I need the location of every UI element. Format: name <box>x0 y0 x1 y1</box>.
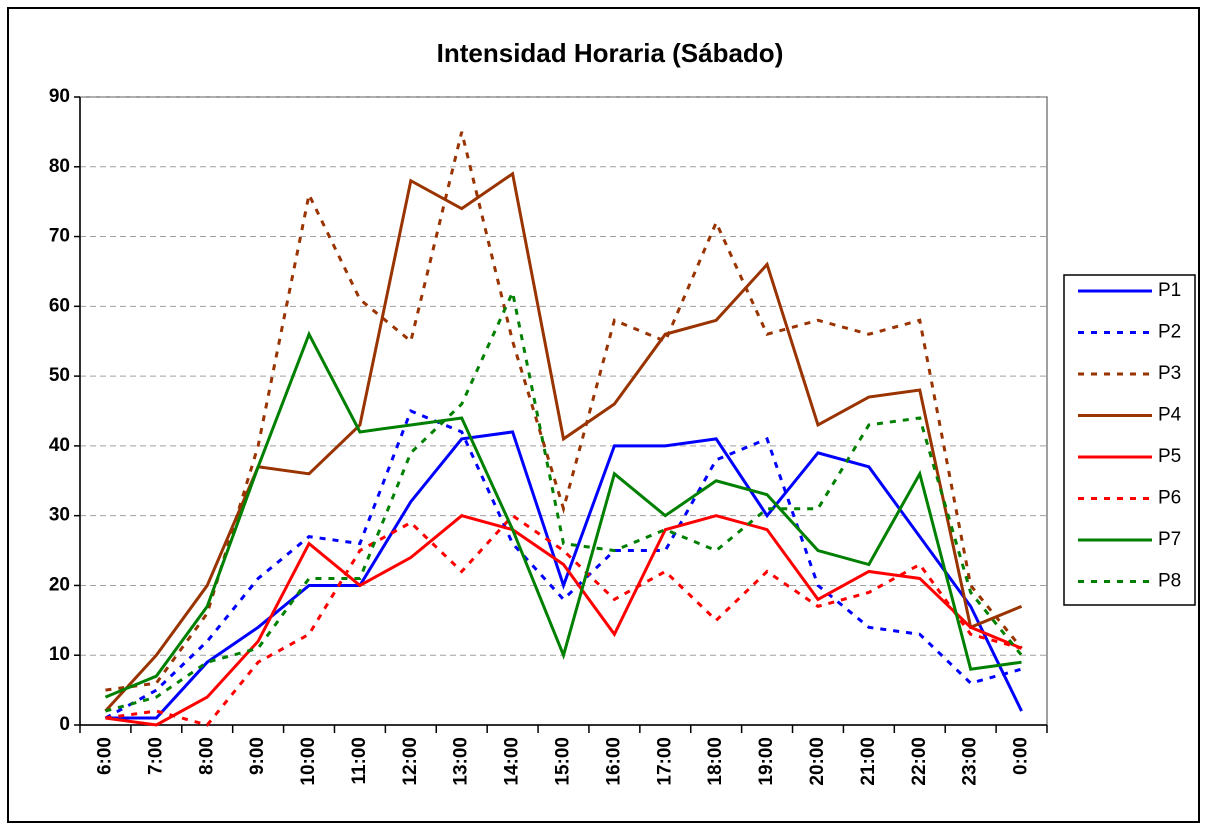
x-tick-label: 20:00 <box>807 737 828 786</box>
legend-label: P5 <box>1158 446 1181 467</box>
x-tick-label: 8:00 <box>196 737 217 775</box>
series-line <box>105 514 1023 727</box>
plot-area <box>79 96 1048 726</box>
legend-label: P2 <box>1158 322 1181 343</box>
x-tick-label: 18:00 <box>705 737 726 786</box>
series-line <box>104 409 1022 720</box>
x-tick-label: 17:00 <box>654 737 675 786</box>
x-tick-label: 12:00 <box>400 737 421 786</box>
legend-box <box>1063 274 1196 606</box>
x-tick-label: 6:00 <box>94 737 115 775</box>
y-tick-label: 60 <box>49 295 70 316</box>
x-tick-label: 15:00 <box>553 737 574 786</box>
x-tick-label: 21:00 <box>858 737 879 786</box>
x-tick-label: 14:00 <box>502 737 523 786</box>
y-tick-label: 10 <box>49 644 70 665</box>
chart-title: Intensidad Horaria (Sábado) <box>437 38 784 68</box>
legend-label: P6 <box>1158 488 1181 509</box>
y-tick-label: 80 <box>49 156 70 177</box>
legend-label: P8 <box>1158 571 1181 592</box>
x-tick-label: 16:00 <box>603 737 624 786</box>
legend-label: P1 <box>1158 280 1181 301</box>
x-tick-label: 23:00 <box>960 737 981 786</box>
x-tick-label: 10:00 <box>298 737 319 786</box>
y-tick-label: 30 <box>49 505 70 526</box>
legend-label: P4 <box>1158 405 1182 426</box>
x-tick-label: 9:00 <box>247 737 268 775</box>
y-tick-label: 20 <box>49 574 70 595</box>
y-tick-label: 70 <box>49 226 70 247</box>
x-tick-label: 22:00 <box>909 737 930 786</box>
x-tick-label: 19:00 <box>756 737 777 786</box>
legend-label: P7 <box>1158 529 1181 550</box>
y-tick-label: 90 <box>49 86 70 107</box>
series-line <box>105 430 1023 720</box>
series-line <box>105 287 1023 713</box>
x-tick-label: 11:00 <box>349 737 370 785</box>
x-tick-label: 0:00 <box>1011 737 1032 775</box>
series-line <box>105 513 1022 727</box>
y-tick-label: 0 <box>59 714 70 735</box>
x-tick-label: 13:00 <box>451 737 472 786</box>
series-line <box>104 330 1022 699</box>
y-tick-label: 40 <box>49 435 70 456</box>
x-tick-label: 7:00 <box>145 737 166 775</box>
series-line <box>105 131 1023 692</box>
y-tick-label: 50 <box>49 365 70 386</box>
legend-label: P3 <box>1158 363 1181 384</box>
